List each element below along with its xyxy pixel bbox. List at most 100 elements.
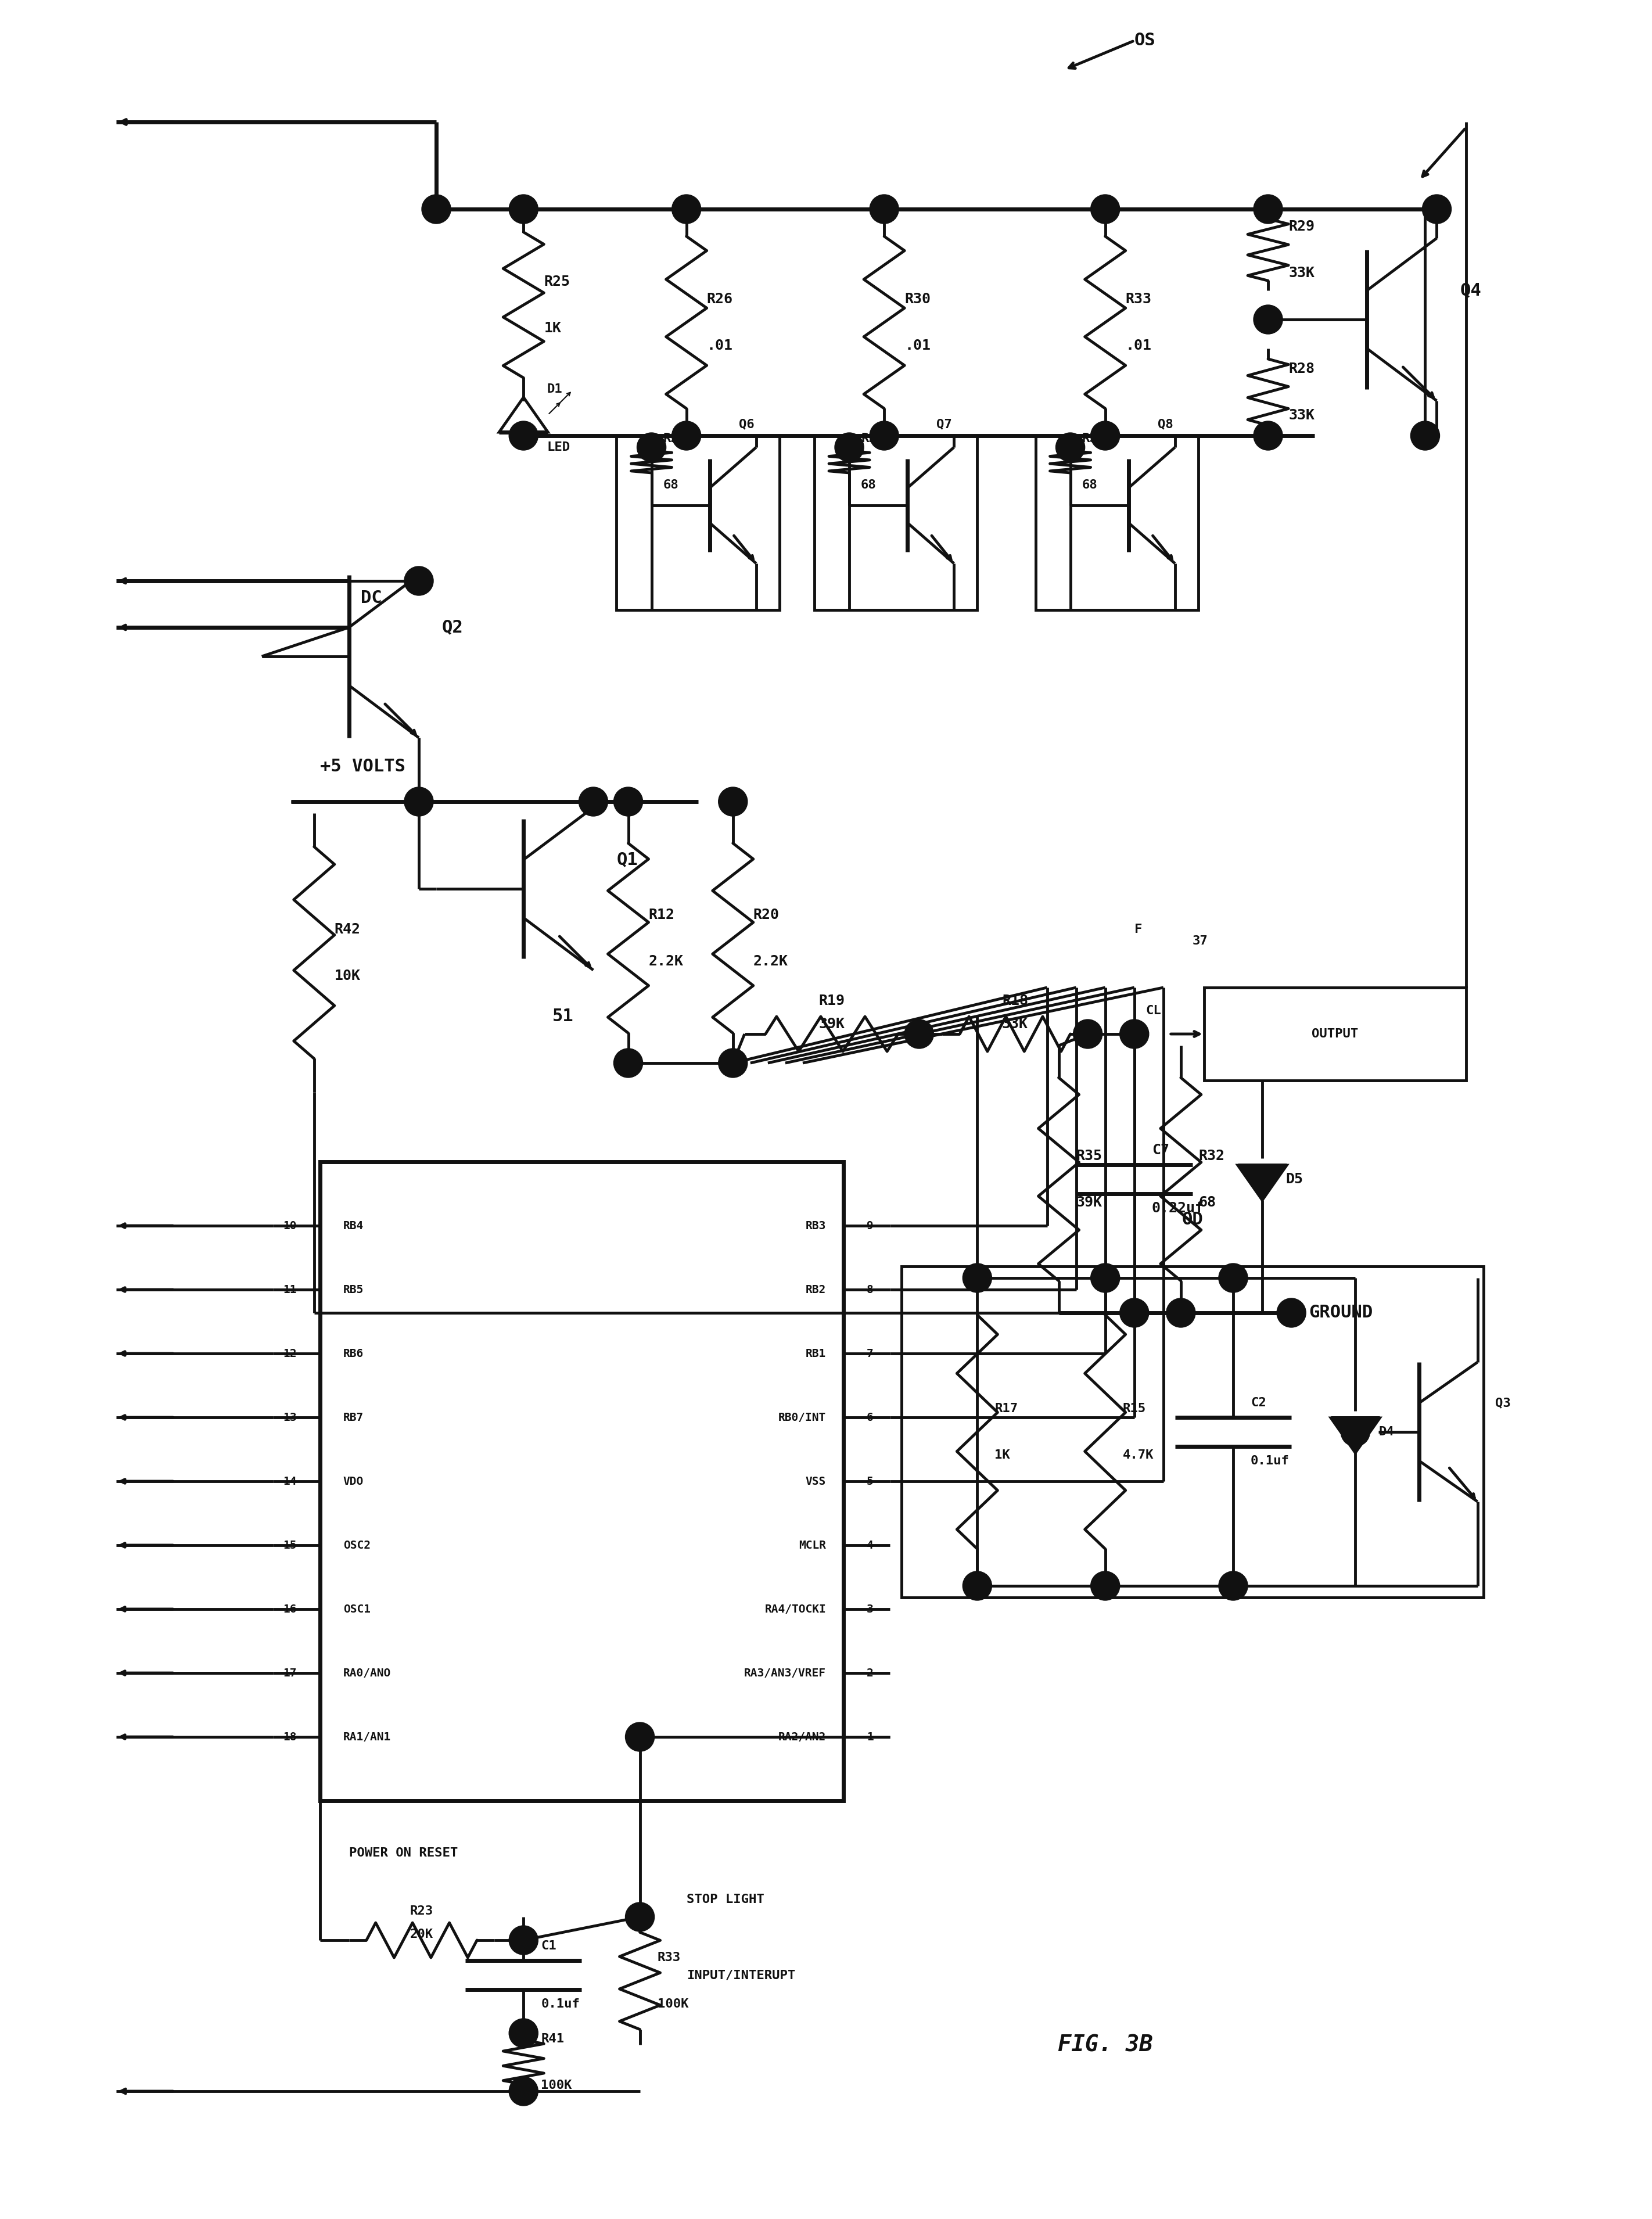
Text: 11: 11 xyxy=(282,1285,297,1296)
Text: RA4/TOCKI: RA4/TOCKI xyxy=(765,1604,826,1615)
Text: 1: 1 xyxy=(867,1731,874,1742)
Text: R15: R15 xyxy=(1123,1402,1146,1414)
Text: R30: R30 xyxy=(905,293,930,306)
Text: OSC1: OSC1 xyxy=(344,1604,370,1615)
Text: 10: 10 xyxy=(282,1220,297,1232)
Text: RB1: RB1 xyxy=(806,1347,826,1358)
Bar xyxy=(902,1267,1483,1598)
Text: 3: 3 xyxy=(867,1604,874,1615)
Circle shape xyxy=(869,195,899,224)
Circle shape xyxy=(1254,195,1282,224)
Text: R33: R33 xyxy=(657,1953,681,1964)
Text: C1: C1 xyxy=(540,1939,557,1953)
Text: 37: 37 xyxy=(1193,934,1208,948)
Circle shape xyxy=(1166,1298,1196,1327)
Text: R25: R25 xyxy=(544,275,570,288)
Circle shape xyxy=(509,1926,539,1955)
Text: R35: R35 xyxy=(1075,1149,1102,1163)
Text: 6: 6 xyxy=(867,1411,874,1422)
Circle shape xyxy=(719,788,747,817)
Circle shape xyxy=(1341,1418,1370,1447)
Text: R31: R31 xyxy=(1082,433,1105,444)
Circle shape xyxy=(1219,1571,1247,1600)
Text: RB4: RB4 xyxy=(344,1220,363,1232)
Text: RB0/INT: RB0/INT xyxy=(778,1411,826,1422)
Circle shape xyxy=(963,1263,991,1291)
Text: C7: C7 xyxy=(1151,1143,1170,1156)
Text: Q4: Q4 xyxy=(1460,282,1482,300)
Text: .01: .01 xyxy=(707,340,733,353)
Polygon shape xyxy=(1237,1165,1287,1200)
Circle shape xyxy=(1254,304,1282,335)
Text: R28: R28 xyxy=(1289,362,1315,375)
Text: RB7: RB7 xyxy=(344,1411,363,1422)
Text: R20: R20 xyxy=(753,908,780,921)
Text: RA0/ANO: RA0/ANO xyxy=(344,1666,392,1678)
Circle shape xyxy=(613,1050,643,1078)
Text: R26: R26 xyxy=(707,293,733,306)
Text: C2: C2 xyxy=(1251,1398,1265,1409)
Text: RA3/AN3/VREF: RA3/AN3/VREF xyxy=(743,1666,826,1678)
Text: INPUT/INTERUPT: INPUT/INTERUPT xyxy=(686,1968,795,1982)
Text: 13: 13 xyxy=(282,1411,297,1422)
Text: RB5: RB5 xyxy=(344,1285,363,1296)
Text: Q2: Q2 xyxy=(443,619,464,637)
Text: 33K: 33K xyxy=(1289,266,1315,280)
Text: R41: R41 xyxy=(540,2033,565,2044)
Text: RB3: RB3 xyxy=(806,1220,826,1232)
Text: 2.2K: 2.2K xyxy=(753,954,788,967)
Text: R23: R23 xyxy=(410,1906,433,1917)
Circle shape xyxy=(1411,422,1439,450)
Circle shape xyxy=(626,1722,654,1751)
Text: 100K: 100K xyxy=(540,2079,572,2090)
Text: 2.2K: 2.2K xyxy=(649,954,684,967)
Text: R12: R12 xyxy=(649,908,674,921)
Text: 1K: 1K xyxy=(544,322,562,335)
Bar xyxy=(1204,987,1465,1081)
Text: R33: R33 xyxy=(1125,293,1151,306)
Circle shape xyxy=(672,422,700,450)
Polygon shape xyxy=(1332,1418,1379,1453)
Circle shape xyxy=(672,195,700,224)
Text: 14: 14 xyxy=(282,1476,297,1487)
Text: RB6: RB6 xyxy=(344,1347,363,1358)
Text: 8: 8 xyxy=(867,1285,874,1296)
Circle shape xyxy=(509,2019,539,2048)
Text: .01: .01 xyxy=(1125,340,1151,353)
Circle shape xyxy=(963,1571,991,1600)
Circle shape xyxy=(1277,1298,1305,1327)
Text: OS: OS xyxy=(1135,33,1156,49)
Text: +5 VOLTS: +5 VOLTS xyxy=(320,759,405,774)
Text: R18: R18 xyxy=(1003,994,1028,1007)
Circle shape xyxy=(405,566,433,595)
Text: R19: R19 xyxy=(819,994,844,1007)
Text: GROUND: GROUND xyxy=(1308,1305,1373,1320)
Circle shape xyxy=(1422,195,1452,224)
Text: D4: D4 xyxy=(1379,1427,1394,1438)
Circle shape xyxy=(578,788,608,817)
Circle shape xyxy=(1090,1263,1120,1291)
Circle shape xyxy=(1074,1019,1102,1050)
Text: 1K: 1K xyxy=(995,1449,1011,1460)
Circle shape xyxy=(638,433,666,462)
Text: 15: 15 xyxy=(282,1540,297,1551)
Text: FIG. 3B: FIG. 3B xyxy=(1057,2033,1153,2055)
Text: RA2/AN2: RA2/AN2 xyxy=(778,1731,826,1742)
Text: D1: D1 xyxy=(547,384,562,395)
Text: OUTPUT: OUTPUT xyxy=(1312,1027,1358,1041)
Text: 68: 68 xyxy=(662,479,679,490)
Circle shape xyxy=(509,195,539,224)
Text: R17: R17 xyxy=(995,1402,1018,1414)
Bar xyxy=(320,1163,844,1802)
Text: 18: 18 xyxy=(282,1731,297,1742)
Text: 2: 2 xyxy=(867,1666,874,1678)
Text: 9: 9 xyxy=(867,1220,874,1232)
Text: 33K: 33K xyxy=(1289,408,1315,422)
Circle shape xyxy=(1090,195,1120,224)
Text: 4.7K: 4.7K xyxy=(1123,1449,1153,1460)
Text: 20K: 20K xyxy=(410,1928,433,1939)
Text: R29: R29 xyxy=(1289,220,1315,233)
Circle shape xyxy=(834,433,864,462)
Circle shape xyxy=(1120,1298,1148,1327)
Circle shape xyxy=(1056,433,1085,462)
